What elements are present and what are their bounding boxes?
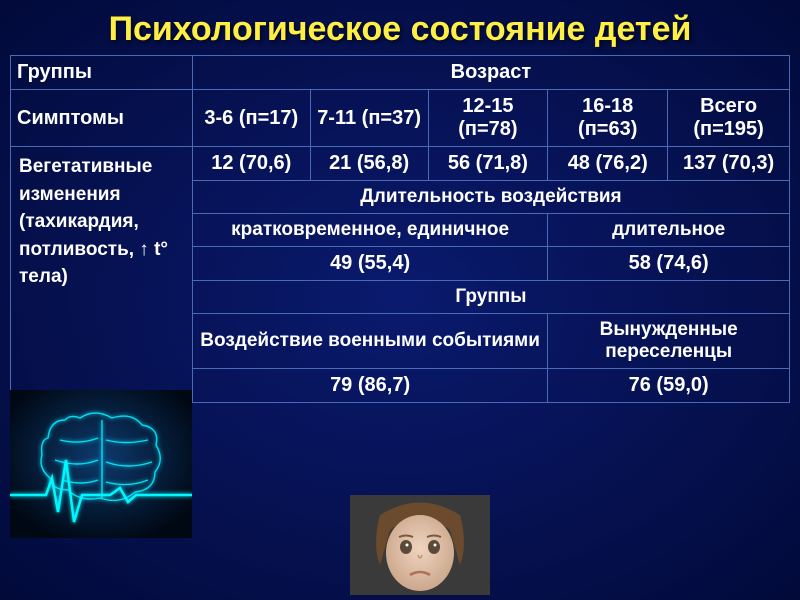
age-col-2: 12-15 (п=78) <box>428 90 548 147</box>
data-table: Группы Возраст Симптомы 3-6 (п=17) 7-11 … <box>10 55 790 403</box>
groups-header: Группы <box>11 56 193 90</box>
val-4: 137 (70,3) <box>668 147 790 181</box>
age-header: Возраст <box>192 56 789 90</box>
duration-header: Длительность воздействия <box>192 181 789 214</box>
child-image <box>350 495 490 595</box>
duration-val-1: 58 (74,6) <box>548 247 790 281</box>
age-col-4: Всего (п=195) <box>668 90 790 147</box>
groups2-col-1: Вынужденные переселенцы <box>548 314 790 369</box>
symptoms-header: Симптомы <box>11 90 193 147</box>
symptom-row-label: Вегетативные изменения (тахикардия, потл… <box>11 147 193 403</box>
brain-image <box>10 390 192 538</box>
groups2-val-1: 76 (59,0) <box>548 369 790 403</box>
duration-col-1: длительное <box>548 214 790 247</box>
slide-title: Психологическое состояние детей <box>0 0 800 55</box>
val-0: 12 (70,6) <box>192 147 310 181</box>
groups2-val-0: 79 (86,7) <box>192 369 547 403</box>
groups2-header: Группы <box>192 281 789 314</box>
groups2-col-0: Воздействие военными событиями <box>192 314 547 369</box>
duration-col-0: кратковременное, единичное <box>192 214 547 247</box>
val-2: 56 (71,8) <box>428 147 548 181</box>
val-3: 48 (76,2) <box>548 147 668 181</box>
val-1: 21 (56,8) <box>310 147 428 181</box>
age-col-1: 7-11 (п=37) <box>310 90 428 147</box>
age-col-3: 16-18 (п=63) <box>548 90 668 147</box>
age-col-0: 3-6 (п=17) <box>192 90 310 147</box>
duration-val-0: 49 (55,4) <box>192 247 547 281</box>
